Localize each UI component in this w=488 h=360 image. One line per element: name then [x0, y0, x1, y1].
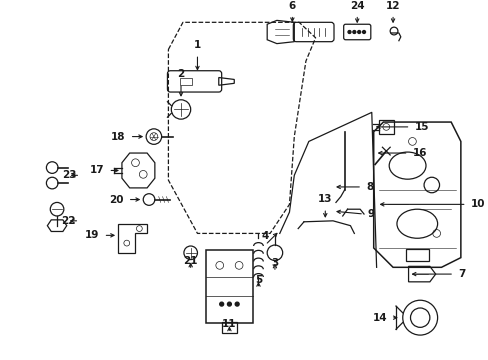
Circle shape [357, 31, 360, 33]
Circle shape [227, 302, 231, 306]
Text: 20: 20 [109, 194, 123, 204]
Text: 16: 16 [411, 148, 426, 158]
Text: 17: 17 [90, 166, 104, 175]
Circle shape [219, 302, 223, 306]
Text: 12: 12 [385, 1, 400, 11]
Text: 1: 1 [193, 40, 201, 50]
Bar [405, 249, 428, 261]
Text: 3: 3 [271, 258, 278, 268]
Bar [221, 321, 237, 333]
Text: 21: 21 [183, 256, 198, 266]
Text: 5: 5 [254, 275, 262, 285]
Text: 8: 8 [365, 182, 372, 192]
Text: 23: 23 [62, 170, 76, 180]
Text: 10: 10 [469, 199, 484, 210]
Text: 24: 24 [349, 1, 364, 11]
Text: 11: 11 [222, 319, 236, 329]
Text: 14: 14 [372, 313, 386, 323]
Text: 7: 7 [457, 269, 465, 279]
Circle shape [362, 31, 365, 33]
Text: 19: 19 [85, 230, 100, 240]
Circle shape [235, 302, 239, 306]
Text: 22: 22 [61, 216, 75, 226]
Text: 9: 9 [367, 209, 374, 219]
Bar [180, 77, 191, 85]
Text: 18: 18 [111, 132, 125, 141]
Bar [378, 120, 393, 134]
Text: 15: 15 [413, 122, 428, 132]
Text: 6: 6 [288, 1, 295, 11]
Circle shape [352, 31, 355, 33]
Circle shape [347, 31, 350, 33]
Text: 2: 2 [177, 69, 184, 80]
Text: 4: 4 [261, 231, 268, 241]
Text: 13: 13 [317, 194, 332, 204]
